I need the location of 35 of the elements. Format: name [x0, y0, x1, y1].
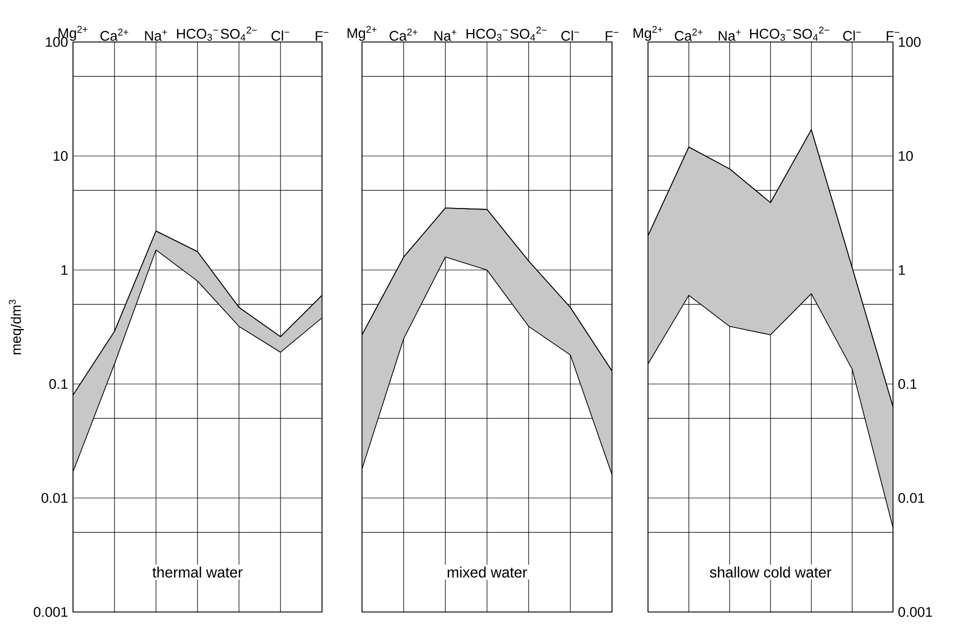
y2-tick-label: 0.001: [898, 607, 932, 617]
x-tick-label: Ca$^{2+}$: [674, 28, 703, 41]
x-tick-label: SO$_{4}$2−: [510, 26, 547, 41]
x-tick-label: HCO$_{3}$−: [466, 28, 508, 41]
y-tick-label: 0.1: [49, 379, 68, 389]
x-tick-label: Mg$^{2+}$: [348, 26, 377, 41]
y2-tick-label: 1: [898, 265, 905, 275]
y-axis-title: meq/dm$^{3}$: [8, 300, 24, 354]
x-tick-label: HCO$_{3}$−: [750, 28, 792, 41]
x-tick-label: F$^{−}$: [606, 31, 618, 41]
x-tick-label: SO$_{4}$2−: [793, 26, 830, 41]
x-tick-label: SO$_{4}$2−: [220, 26, 257, 41]
x-tick-label: Na$^{+}$: [718, 30, 741, 41]
x-tick-label: Ca$^{2+}$: [100, 28, 128, 41]
y2-tick-label: 100: [898, 37, 921, 47]
x-tick-label: F$^{−}$: [886, 31, 900, 41]
y2-tick-label: 0.1: [898, 379, 917, 389]
x-tick-label: Cl$^{−}$: [272, 30, 290, 41]
y-tick-label: 0.01: [42, 493, 68, 503]
x-tick-label: Mg$^{2+}$: [634, 26, 663, 41]
x-tick-label: Na$^{+}$: [145, 30, 168, 41]
x-tick-label: Cl$^{−}$: [561, 30, 580, 41]
y2-tick-label: 0.01: [898, 493, 924, 503]
text: thermal water: [152, 566, 242, 578]
y-tick-label: 10: [54, 151, 68, 161]
text: mixed water: [448, 566, 528, 578]
x-tick-label: Na$^{+}$: [434, 30, 456, 41]
x-tick-label: Cl$^{−}$: [843, 30, 861, 41]
x-tick-label: Ca$^{2+}$: [390, 28, 418, 41]
text: shallow cold water: [710, 566, 832, 578]
x-tick-label: HCO$_{3}$−: [177, 28, 218, 41]
y-tick-label: 0.001: [34, 607, 68, 617]
x-tick-label: F$^{−}$: [316, 31, 328, 41]
y-tick-label: 1: [61, 265, 68, 275]
y2-tick-label: 10: [898, 151, 913, 161]
